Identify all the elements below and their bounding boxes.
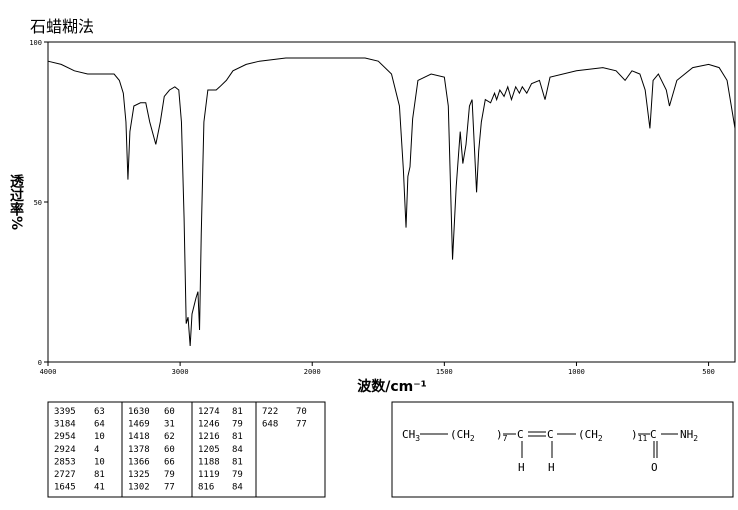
peak-wavenumber: 722 <box>262 407 278 417</box>
peak-transmittance: 60 <box>164 445 175 455</box>
peak-transmittance: 84 <box>232 445 243 455</box>
x-tick-label: 2000 <box>304 368 321 376</box>
formula-subscript: 2 <box>470 434 475 443</box>
formula-atoms: (CH <box>578 428 598 441</box>
peak-transmittance: 81 <box>232 407 243 417</box>
peak-wavenumber: 1216 <box>198 432 220 442</box>
peak-wavenumber: 2727 <box>54 470 76 480</box>
peak-transmittance: 64 <box>94 420 105 430</box>
peak-wavenumber: 1119 <box>198 470 220 480</box>
x-tick-label: 4000 <box>40 368 57 376</box>
peak-transmittance: 79 <box>164 470 175 480</box>
peak-transmittance: 63 <box>94 407 105 417</box>
formula-subscript: 11 <box>638 434 648 443</box>
x-tick-label: 1500 <box>436 368 453 376</box>
x-tick-label: 3000 <box>172 368 189 376</box>
peak-wavenumber: 1645 <box>54 483 76 493</box>
peak-transmittance: 4 <box>94 445 99 455</box>
formula-group: NH2 <box>680 428 698 443</box>
formula-group: C <box>547 428 554 441</box>
peak-transmittance: 60 <box>164 407 175 417</box>
formula-atoms: ) <box>496 428 503 441</box>
peak-transmittance: 81 <box>94 470 105 480</box>
x-tick-label: 500 <box>702 368 715 376</box>
formula-atoms: (CH <box>450 428 470 441</box>
formula-atoms: ) <box>631 428 638 441</box>
formula-subscript: 2 <box>598 434 603 443</box>
y-tick-label: 0 <box>38 359 42 367</box>
peak-wavenumber: 1188 <box>198 457 220 467</box>
peak-transmittance: 79 <box>232 470 243 480</box>
peak-transmittance: 77 <box>296 420 307 430</box>
formula-group: C <box>517 428 524 441</box>
peak-transmittance: 41 <box>94 483 105 493</box>
peak-wavenumber: 1302 <box>128 483 150 493</box>
bonds <box>420 431 678 458</box>
formula-subscript: 2 <box>693 434 698 443</box>
x-tick-label: 1000 <box>568 368 585 376</box>
peak-wavenumber: 1274 <box>198 407 220 417</box>
peak-transmittance: 10 <box>94 432 105 442</box>
formula-atoms: C <box>517 428 524 441</box>
formula-atoms: C <box>547 428 554 441</box>
peak-wavenumber: 1378 <box>128 445 150 455</box>
x-label: 波数/cm⁻¹ <box>357 378 427 395</box>
peak-wavenumber: 3184 <box>54 420 76 430</box>
peak-transmittance: 70 <box>296 407 307 417</box>
peak-wavenumber: 2954 <box>54 432 76 442</box>
peak-wavenumber: 2853 <box>54 457 76 467</box>
formula-group: C <box>650 428 657 441</box>
peak-transmittance: 31 <box>164 420 175 430</box>
plot-frame <box>47 41 736 363</box>
spectrum-line <box>47 57 736 347</box>
peak-transmittance: 66 <box>164 457 175 467</box>
formula-group: (CH2 <box>578 428 603 443</box>
formula-subscript: 7 <box>503 434 508 443</box>
formula-atoms: CH <box>402 428 415 441</box>
formula-subscript: 3 <box>415 434 420 443</box>
peak-wavenumber: 816 <box>198 483 214 493</box>
structure-frame <box>391 401 734 498</box>
peak-wavenumber: 1630 <box>128 407 150 417</box>
peak-wavenumber: 1469 <box>128 420 150 430</box>
formula-group: )11 <box>631 428 647 443</box>
peak-transmittance: 79 <box>232 420 243 430</box>
y-tick-label: 50 <box>34 199 42 207</box>
formula-group: )7 <box>496 428 508 443</box>
y-tick-label: 100 <box>29 39 42 47</box>
peak-wavenumber: 2924 <box>54 445 76 455</box>
formula-atoms: NH <box>680 428 693 441</box>
formula-atoms: C <box>650 428 657 441</box>
peak-transmittance: 62 <box>164 432 175 442</box>
peak-transmittance: 77 <box>164 483 175 493</box>
peak-table-frame <box>47 401 326 498</box>
peak-transmittance: 10 <box>94 457 105 467</box>
formula-below: O <box>651 461 658 474</box>
formula-group: CH3 <box>402 428 420 443</box>
peak-wavenumber: 3395 <box>54 407 76 417</box>
formula-group: (CH2 <box>450 428 475 443</box>
peak-wavenumber: 1366 <box>128 457 150 467</box>
y-label: 透过率% <box>8 174 24 230</box>
peak-wavenumber: 1418 <box>128 432 150 442</box>
peak-wavenumber: 648 <box>262 420 278 430</box>
formula-below: H <box>518 461 525 474</box>
peak-wavenumber: 1246 <box>198 420 220 430</box>
peak-transmittance: 81 <box>232 432 243 442</box>
title: 石蜡糊法 <box>30 17 94 36</box>
peak-wavenumber: 1205 <box>198 445 220 455</box>
formula-below: H <box>548 461 555 474</box>
peak-transmittance: 81 <box>232 457 243 467</box>
peak-transmittance: 84 <box>232 483 243 493</box>
peak-wavenumber: 1325 <box>128 470 150 480</box>
